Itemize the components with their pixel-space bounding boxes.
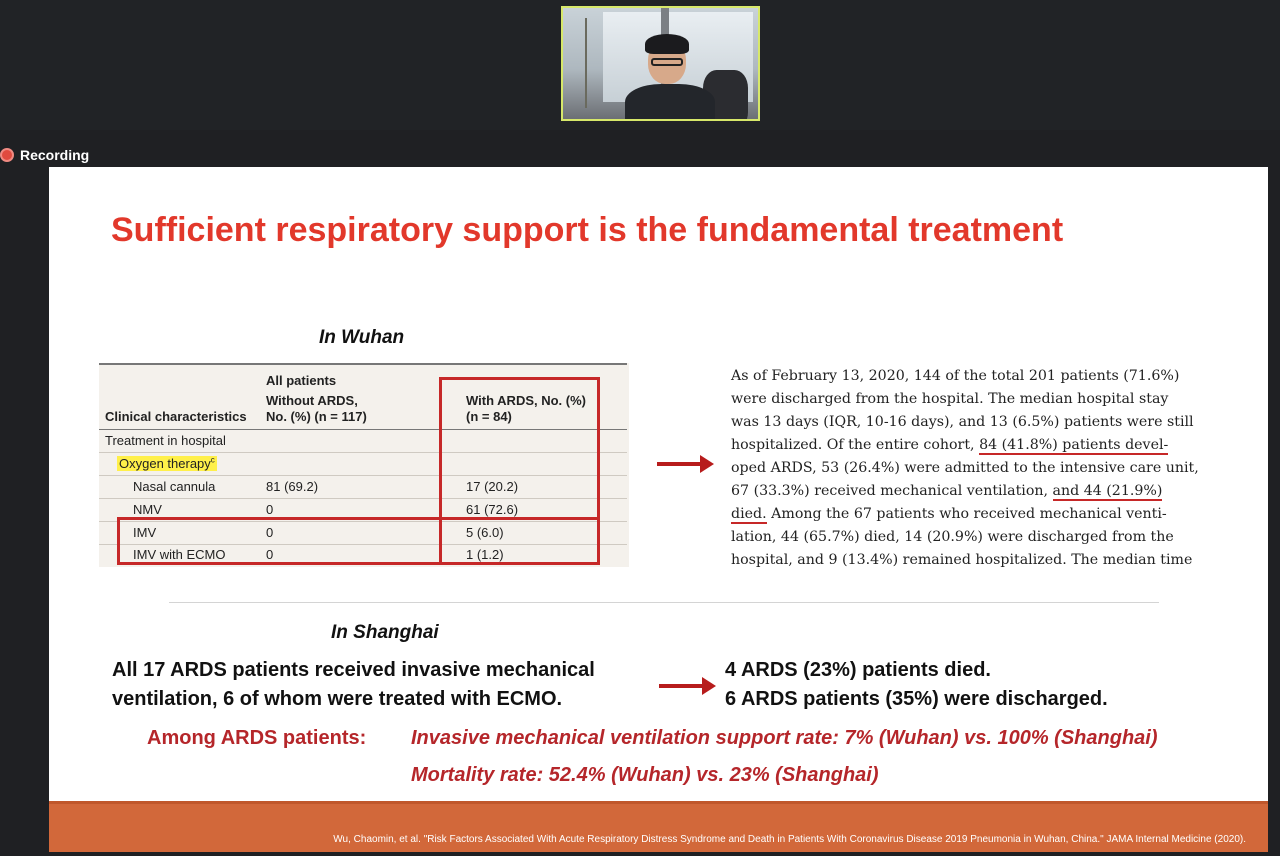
paper-line: hospitalized. Of the entire cohort, 84 (… bbox=[731, 434, 1199, 457]
shanghai-label: In Shanghai bbox=[331, 622, 439, 643]
table-row-label: Nasal cannula bbox=[133, 479, 216, 494]
table-col-characteristics: Clinical characteristics bbox=[105, 409, 247, 424]
record-dot-icon bbox=[0, 148, 14, 162]
table-section-label: Treatment in hospital bbox=[105, 433, 226, 448]
speaker-body bbox=[625, 84, 715, 119]
table-row-label: IMV with ECMO bbox=[133, 547, 226, 562]
meeting-top-bar bbox=[0, 0, 1280, 130]
paper-line: As of February 13, 2020, 144 of the tota… bbox=[731, 368, 1180, 384]
table-row-label: IMV bbox=[133, 525, 157, 540]
subsection-superscript: c bbox=[210, 456, 215, 465]
citation-text: Wu, Chaomin, et al. "Risk Factors Associ… bbox=[333, 834, 1246, 845]
imv-rows-highlight-box bbox=[117, 517, 600, 565]
shared-slide: Sufficient respiratory support is the fu… bbox=[49, 167, 1268, 852]
paper-line: 67 (33.3%) received mechanical ventilati… bbox=[731, 480, 1199, 503]
shanghai-treatment-line: ventilation, 6 of whom were treated with… bbox=[112, 688, 563, 710]
slide-title: Sufficient respiratory support is the fu… bbox=[111, 211, 1064, 249]
paper-line: were discharged from the hospital. The m… bbox=[731, 391, 1169, 407]
paper-line: oped ARDS, 53 (26.4%) were admitted to t… bbox=[731, 460, 1199, 476]
shanghai-arrow-icon bbox=[659, 677, 716, 695]
shanghai-treatment-line: All 17 ARDS patients received invasive m… bbox=[112, 659, 595, 681]
table-col-with-line1: With ARDS, No. (%) bbox=[466, 393, 586, 408]
speaker-glasses bbox=[651, 58, 683, 66]
paper-line: died. Among the 67 patients who received… bbox=[731, 503, 1199, 526]
wuhan-table: All patients Without ARDS, No. (%) (n = … bbox=[99, 363, 629, 567]
paper-text: 67 (33.3%) received mechanical ventilati… bbox=[731, 483, 1053, 499]
table-col-without-line1: Without ARDS, bbox=[266, 393, 358, 408]
oxygen-therapy-highlight: Oxygen therapyc bbox=[117, 456, 217, 472]
section-divider bbox=[169, 602, 1159, 603]
table-row-label: NMV bbox=[133, 502, 162, 517]
table-header-rule bbox=[99, 429, 627, 430]
table-subsection-label: Oxygen therapyc bbox=[117, 456, 217, 472]
table-row-divider bbox=[99, 452, 627, 453]
speaker-video-tile[interactable] bbox=[561, 6, 760, 121]
shanghai-treatment-text: All 17 ARDS patients received invasive m… bbox=[112, 656, 595, 714]
table-col-without-line2: No. (%) (n = 117) bbox=[266, 409, 367, 424]
shanghai-outcome-line: 4 ARDS (23%) patients died. bbox=[725, 659, 991, 681]
recording-indicator[interactable]: Recording bbox=[0, 147, 89, 163]
paper-text: hospitalized. Of the entire cohort, bbox=[731, 437, 980, 453]
speaker-hair bbox=[645, 34, 689, 54]
table-cell-without: 81 (69.2) bbox=[266, 479, 319, 494]
summary-mortality-rate: Mortality rate: 52.4% (Wuhan) vs. 23% (S… bbox=[411, 764, 879, 786]
table-cell-without: 0 bbox=[266, 502, 274, 517]
subsection-text: Oxygen therapy bbox=[119, 456, 211, 472]
shanghai-outcome-text: 4 ARDS (23%) patients died. 6 ARDS patie… bbox=[725, 656, 1108, 714]
summary-label: Among ARDS patients: bbox=[147, 727, 367, 749]
table-row-divider bbox=[99, 521, 627, 522]
underlined-death-count: and 44 (21.9%) bbox=[1052, 483, 1163, 501]
table-cell-without: 0 bbox=[266, 547, 274, 562]
table-top-rule bbox=[99, 363, 627, 365]
table-row-divider bbox=[99, 475, 627, 476]
wuhan-arrow-icon bbox=[657, 455, 714, 473]
video-background-plant bbox=[585, 18, 599, 108]
underlined-died: died. bbox=[731, 506, 767, 524]
slide-footer: Wu, Chaomin, et al. "Risk Factors Associ… bbox=[49, 801, 1268, 852]
table-cell-with: 61 (72.6) bbox=[466, 502, 519, 517]
paper-line: lation, 44 (65.7%) died, 14 (20.9%) were… bbox=[731, 529, 1174, 545]
paper-line: hospital, and 9 (13.4%) remained hospita… bbox=[731, 552, 1193, 568]
summary-ventilation-rate: Invasive mechanical ventilation support … bbox=[411, 727, 1158, 749]
paper-text: Among the 67 patients who received mecha… bbox=[766, 506, 1167, 522]
recording-label: Recording bbox=[20, 147, 90, 163]
table-col-with-line2: (n = 84) bbox=[466, 409, 512, 424]
table-cell-with: 1 (1.2) bbox=[466, 547, 504, 562]
table-cell-with: 17 (20.2) bbox=[466, 479, 519, 494]
table-cell-with: 5 (6.0) bbox=[466, 525, 504, 540]
paper-line: was 13 days (IQR, 10-16 days), and 13 (6… bbox=[731, 414, 1194, 430]
table-row-divider bbox=[99, 544, 627, 545]
paper-excerpt: As of February 13, 2020, 144 of the tota… bbox=[731, 365, 1199, 572]
table-header-group: All patients bbox=[266, 373, 337, 388]
underlined-ards-count: 84 (41.8%) patients devel- bbox=[979, 437, 1169, 455]
shanghai-outcome-line: 6 ARDS patients (35%) were discharged. bbox=[725, 688, 1108, 710]
wuhan-label: In Wuhan bbox=[319, 327, 405, 348]
table-row-divider bbox=[99, 498, 627, 499]
table-cell-without: 0 bbox=[266, 525, 274, 540]
